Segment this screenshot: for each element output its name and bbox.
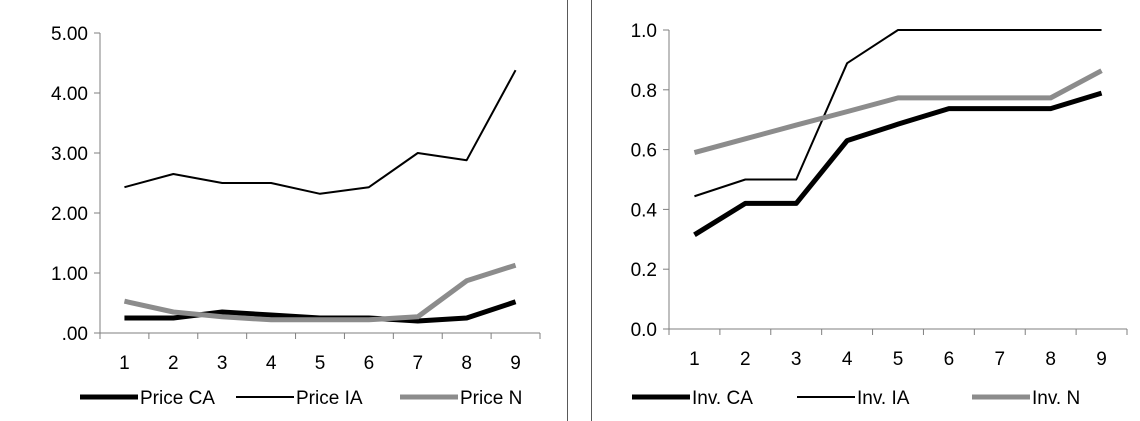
series-line-price-n bbox=[123, 262, 517, 323]
x-tick-label: 7 bbox=[412, 353, 423, 374]
y-tick-label: 3.00 bbox=[51, 144, 88, 165]
x-tick-label: 2 bbox=[740, 349, 751, 370]
legend-label-inv-ca: Inv. CA bbox=[692, 388, 753, 409]
x-tick-label: 1 bbox=[689, 349, 700, 370]
x-tick-label: 3 bbox=[217, 353, 228, 374]
x-tick-label: 6 bbox=[944, 349, 955, 370]
price-chart: .00 1.00 2.00 3.00 4.00 5.00 1 2 3 4 5 6 7 8 9 Price CA… bbox=[51, 24, 541, 409]
price-chart-panel: .00 1.00 2.00 3.00 4.00 5.00 1 2 3 4 5 6 7 8 9 Price CA… bbox=[0, 0, 568, 421]
y-tick-label: .00 bbox=[62, 324, 88, 345]
x-tick-label: 9 bbox=[1096, 349, 1107, 370]
y-tick-label: 1.0 bbox=[631, 21, 657, 42]
y-tick-label: 0.2 bbox=[631, 260, 657, 281]
x-tick-label: 4 bbox=[266, 353, 277, 374]
x-tick-label: 4 bbox=[842, 349, 853, 370]
legend-label-price-ca: Price CA bbox=[140, 388, 215, 409]
x-tick-label: 1 bbox=[119, 353, 130, 374]
x-tick-label: 6 bbox=[364, 353, 375, 374]
legend-label-inv-n: Inv. N bbox=[1032, 388, 1080, 409]
x-tick-label: 9 bbox=[510, 353, 521, 374]
inventory-chart: 0.0 0.2 0.4 0.6 0.8 1.0 1 2 3 4 5 6 7 8 9 Inv. CA Inv. I… bbox=[631, 21, 1128, 409]
y-tick-label: 4.00 bbox=[51, 84, 88, 105]
x-tick-label: 8 bbox=[461, 353, 472, 374]
legend-label-price-n: Price N bbox=[460, 388, 522, 409]
y-tick-label: 0.4 bbox=[631, 200, 658, 221]
series-line-inv-n bbox=[693, 68, 1103, 156]
x-tick-label: 3 bbox=[791, 349, 802, 370]
x-tick-label: 2 bbox=[168, 353, 179, 374]
x-tick-label: 8 bbox=[1045, 349, 1056, 370]
y-tick-label: 2.00 bbox=[51, 204, 88, 225]
y-tick-label: 0.6 bbox=[631, 141, 657, 162]
x-tick-label: 5 bbox=[315, 353, 326, 374]
x-tick-label: 5 bbox=[893, 349, 904, 370]
x-tick-label: 7 bbox=[994, 349, 1005, 370]
y-tick-label: 5.00 bbox=[51, 24, 88, 45]
inventory-chart-panel: 0.0 0.2 0.4 0.6 0.8 1.0 1 2 3 4 5 6 7 8 9 Inv. CA Inv. I… bbox=[591, 0, 1140, 421]
y-tick-label: 0.0 bbox=[631, 320, 657, 341]
y-tick-label: 0.8 bbox=[631, 81, 657, 102]
y-tick-label: 1.00 bbox=[51, 264, 88, 285]
series-line-inv-ia bbox=[694, 29, 1102, 198]
series-line-inv-ca bbox=[693, 90, 1103, 237]
legend-label-price-ia: Price IA bbox=[296, 388, 363, 409]
legend-label-inv-ia: Inv. IA bbox=[857, 388, 910, 409]
series-line-price-ia bbox=[124, 69, 517, 195]
